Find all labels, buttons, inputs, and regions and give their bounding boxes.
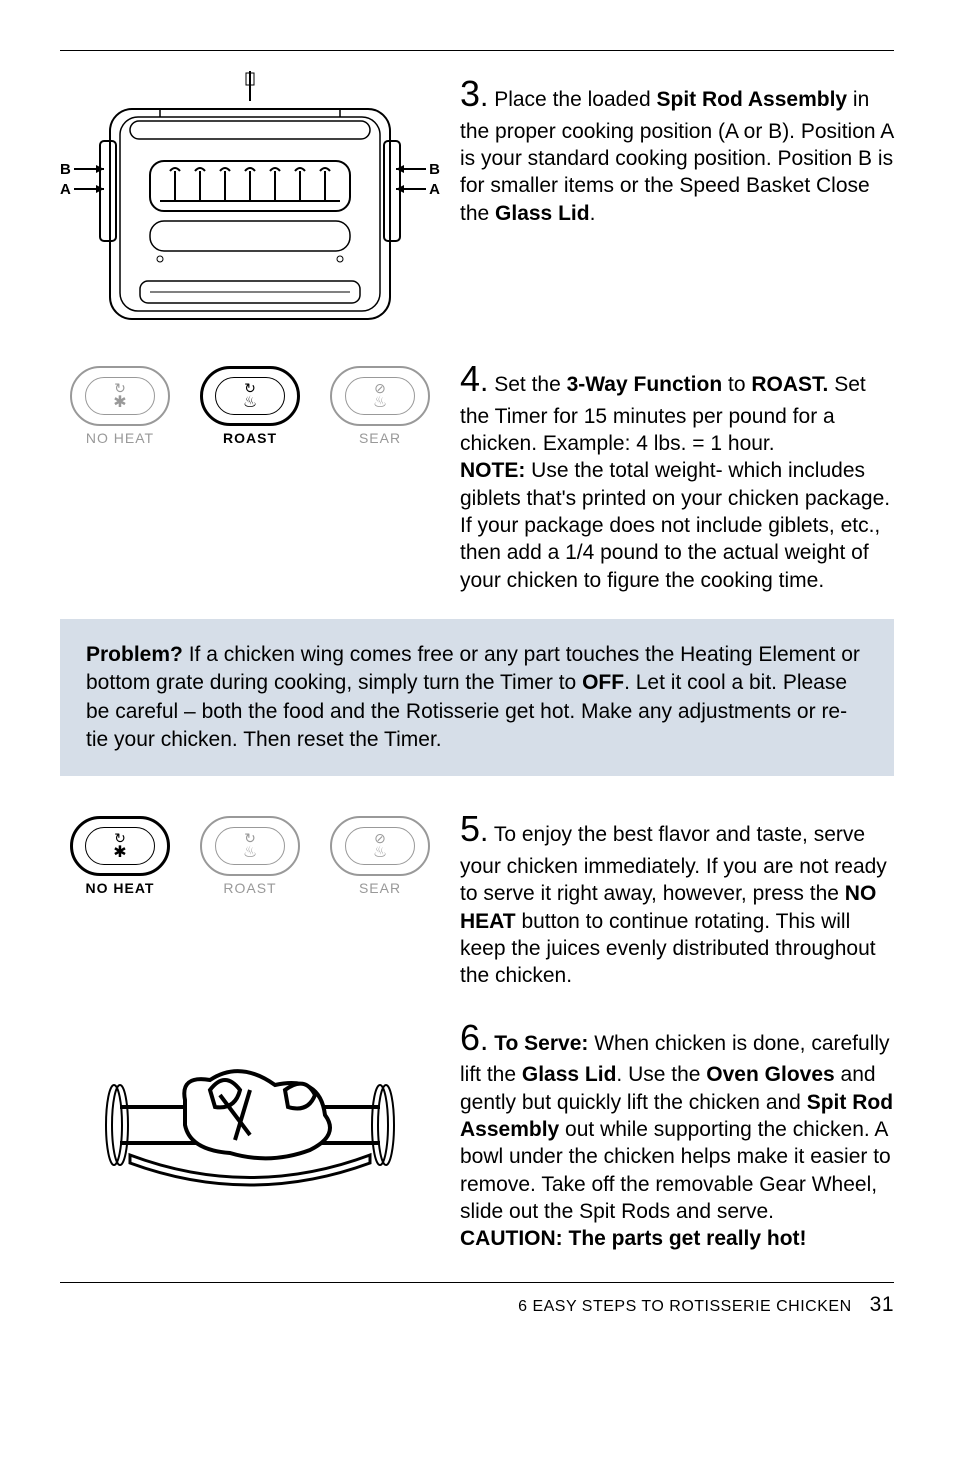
function-buttons-step4: ↻✱ NO HEAT ↻♨ ROAST ⊘♨ SEAR [60, 366, 440, 446]
flame-off-icon: ✱ [113, 845, 126, 861]
flame-icon: ♨ [373, 395, 387, 411]
step3-number: 3 [460, 73, 480, 114]
roast-button: ↻♨ [200, 366, 300, 426]
roast-button: ↻♨ [200, 816, 300, 876]
roast-label: ROAST [200, 880, 300, 896]
rotate-icon: ↻ [114, 381, 126, 395]
step6-text: 6. To Serve: When chicken is done, caref… [460, 1015, 894, 1253]
appliance-icon [60, 71, 440, 331]
footer-title: 6 EASY STEPS TO ROTISSERIE CHICKEN [518, 1298, 852, 1316]
problem-callout: Problem? If a chicken wing comes free or… [60, 619, 894, 776]
roast-label: ROAST [200, 430, 300, 446]
flame-icon: ♨ [373, 845, 387, 861]
step5-row: ↻✱ NO HEAT ↻♨ ROAST ⊘♨ SEAR [60, 806, 894, 989]
no-rotate-icon: ⊘ [374, 831, 386, 845]
rotate-icon: ↻ [244, 381, 256, 395]
step6-number: 6 [460, 1017, 480, 1058]
step3-row: B A B A [60, 71, 894, 331]
step5-number: 5 [460, 808, 480, 849]
pos-label-b-left: B [60, 161, 71, 178]
step4-number: 4 [460, 358, 480, 399]
appliance-diagram: B A B A [60, 71, 440, 331]
sear-button: ⊘♨ [330, 816, 430, 876]
pos-label-b-right: B [429, 161, 440, 178]
step5-text: 5. To enjoy the best flavor and taste, s… [460, 806, 894, 989]
function-buttons-step5: ↻✱ NO HEAT ↻♨ ROAST ⊘♨ SEAR [60, 816, 440, 896]
no-heat-label: NO HEAT [70, 430, 170, 446]
step4-row: ↻✱ NO HEAT ↻♨ ROAST ⊘♨ SEAR [60, 356, 894, 594]
no-heat-label: NO HEAT [70, 880, 170, 896]
chicken-plate-icon [90, 1035, 410, 1205]
pos-label-a-left: A [60, 181, 71, 198]
rotate-icon: ↻ [114, 831, 126, 845]
step6-row: 6. To Serve: When chicken is done, caref… [60, 1015, 894, 1253]
step3-text: 3. Place the loaded Spit Rod Assembly in… [460, 71, 894, 331]
step4-text: 4. Set the 3-Way Function to ROAST. Set … [460, 356, 894, 594]
flame-icon: ♨ [243, 395, 257, 411]
top-rule [60, 50, 894, 51]
sear-button: ⊘♨ [330, 366, 430, 426]
page-number: 31 [870, 1293, 894, 1317]
page-footer: 6 EASY STEPS TO ROTISSERIE CHICKEN 31 [60, 1283, 894, 1317]
sear-label: SEAR [330, 880, 430, 896]
sear-label: SEAR [330, 430, 430, 446]
rotate-icon: ↻ [244, 831, 256, 845]
flame-off-icon: ✱ [113, 395, 126, 411]
pos-label-a-right: A [429, 181, 440, 198]
no-rotate-icon: ⊘ [374, 381, 386, 395]
no-heat-button: ↻✱ [70, 816, 170, 876]
no-heat-button: ↻✱ [70, 366, 170, 426]
flame-icon: ♨ [243, 845, 257, 861]
